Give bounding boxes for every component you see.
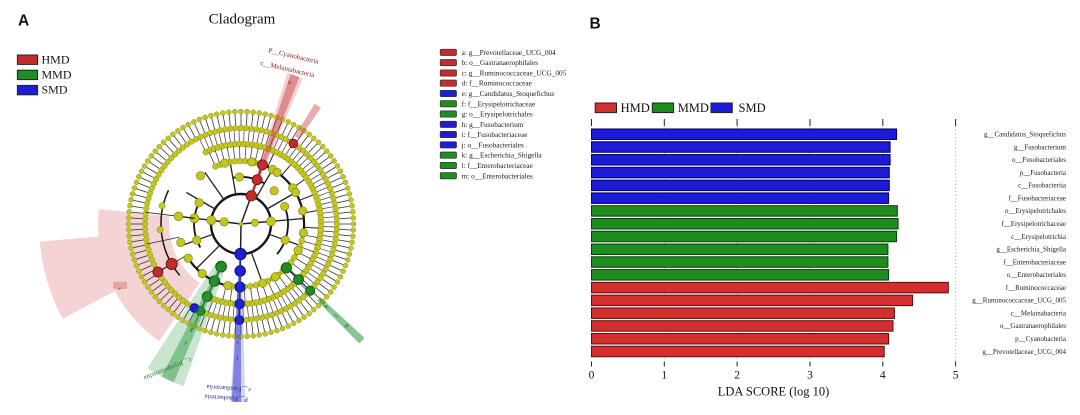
svg-text:f__Fusobacteriaceae: f__Fusobacteriaceae <box>1008 195 1066 203</box>
svg-text:f__Ruminococcaceae: f__Ruminococcaceae <box>1006 284 1066 292</box>
svg-text:c: g__Ruminococcaceae_UCG_005: c: g__Ruminococcaceae_UCG_005 <box>462 69 567 78</box>
svg-text:1: 1 <box>661 370 667 382</box>
svg-text:g__Prevotellaceae_UCG_004: g__Prevotellaceae_UCG_004 <box>982 348 1066 356</box>
svg-text:c__Erysipelotrichia: c__Erysipelotrichia <box>1011 233 1067 241</box>
svg-text:0: 0 <box>589 370 595 382</box>
svg-text:c__Fusobacteriia: c__Fusobacteriia <box>1018 182 1067 190</box>
svg-text:g__Escherichia_Shigella: g__Escherichia_Shigella <box>996 246 1066 254</box>
svg-text:HMD: HMD <box>621 101 650 115</box>
svg-text:LDA SCORE (log 10): LDA SCORE (log 10) <box>718 385 829 399</box>
svg-text:MMD: MMD <box>42 68 72 82</box>
svg-text:HMD: HMD <box>42 52 70 66</box>
svg-text:k: g__Escherichia_Shigella: k: g__Escherichia_Shigella <box>462 151 543 160</box>
svg-text:f__Erysipelotrichaceae: f__Erysipelotrichaceae <box>1001 220 1066 228</box>
svg-text:j: o__Fusobacteriales: j: o__Fusobacteriales <box>461 140 524 149</box>
svg-text:h: g__Fusobacterium: h: g__Fusobacterium <box>462 120 524 129</box>
svg-text:o__Erysipelotrichales: o__Erysipelotrichales <box>1005 207 1066 215</box>
svg-text:f: f__Erysipelotrichaceae: f: f__Erysipelotrichaceae <box>462 99 536 108</box>
svg-text:p__Cyanobacteria: p__Cyanobacteria <box>1015 335 1067 343</box>
svg-text:e: g__Candidatus_Stoquefichus: e: g__Candidatus_Stoquefichus <box>462 89 555 98</box>
svg-text:g__Fusobacterium: g__Fusobacterium <box>1014 143 1067 151</box>
svg-text:i: f__Fusobacteriaceae: i: f__Fusobacteriaceae <box>462 130 528 139</box>
svg-text:g: o__Erysipelotrichales: g: o__Erysipelotrichales <box>462 110 533 119</box>
svg-text:f__Enterobacteriaceae: f__Enterobacteriaceae <box>1003 258 1066 266</box>
svg-text:4: 4 <box>880 370 886 382</box>
svg-text:o__Enterobacteriales: o__Enterobacteriales <box>1007 271 1066 279</box>
svg-text:b: o__Gastranaerophilales: b: o__Gastranaerophilales <box>462 58 539 67</box>
svg-text:2: 2 <box>734 370 740 382</box>
svg-text:o__Fusobacteriales: o__Fusobacteriales <box>1012 156 1066 164</box>
svg-text:SMD: SMD <box>42 83 68 97</box>
svg-text:A: A <box>18 13 29 30</box>
svg-text:p__Fusobacteria: p__Fusobacteria <box>1020 169 1067 177</box>
svg-text:Cladogram: Cladogram <box>209 12 276 28</box>
svg-text:d: f__Ruminococcaceae: d: f__Ruminococcaceae <box>462 79 532 88</box>
svg-text:g__Ruminococcaceae_UCG_005: g__Ruminococcaceae_UCG_005 <box>972 297 1066 305</box>
svg-text:c__Melainabacteria: c__Melainabacteria <box>1011 310 1067 318</box>
svg-text:a: g__Prevotellaceae_UCG_004: a: g__Prevotellaceae_UCG_004 <box>462 48 557 57</box>
svg-text:5: 5 <box>953 370 959 382</box>
svg-text:l: f__Enterobacteriaceae: l: f__Enterobacteriaceae <box>462 161 533 170</box>
svg-text:B: B <box>590 15 601 32</box>
svg-text:m: o__Enterobacteriales: m: o__Enterobacteriales <box>462 171 533 180</box>
svg-text:o__Gastranaerophilales: o__Gastranaerophilales <box>1000 322 1066 330</box>
svg-text:g__Candidatus_Stoquefichus: g__Candidatus_Stoquefichus <box>984 131 1066 139</box>
svg-text:MMD: MMD <box>678 101 709 115</box>
svg-text:SMD: SMD <box>739 101 766 115</box>
svg-text:3: 3 <box>807 370 813 382</box>
